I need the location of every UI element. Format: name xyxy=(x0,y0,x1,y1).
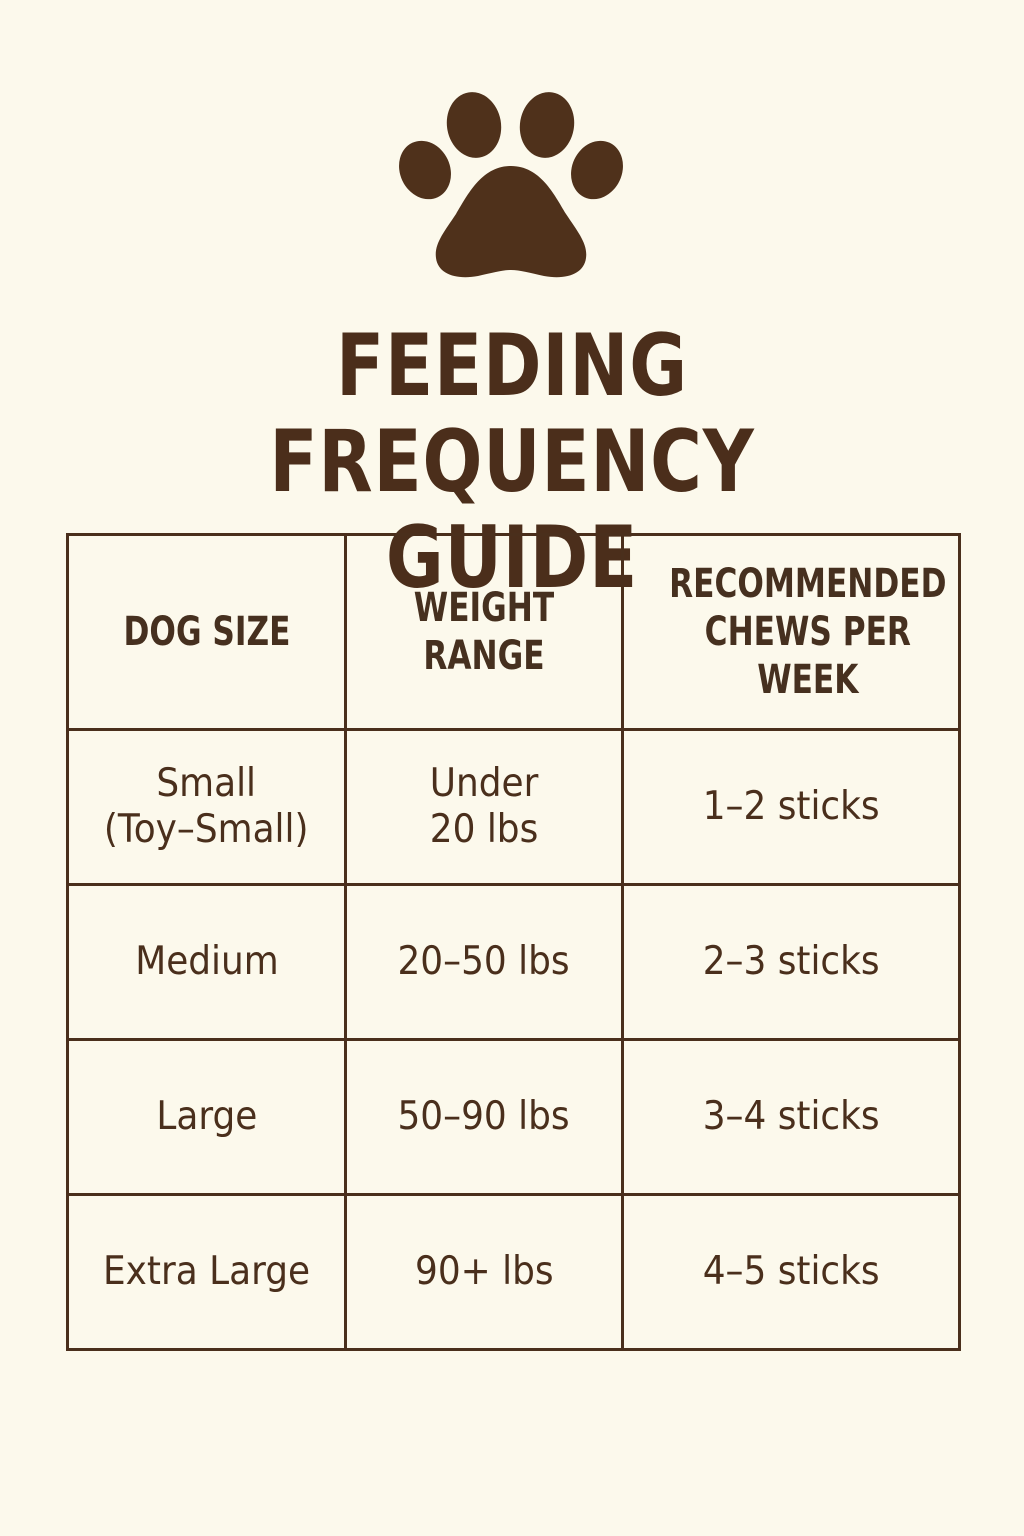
table-header-row: DOG SIZE WEIGHT RANGE RECOMMENDED CHEWS PE… xyxy=(66,533,961,731)
cell-chews-per-week: 2–3 sticks xyxy=(621,883,961,1041)
column-header-label: RECOMMENDED CHEWS PER WEEK xyxy=(669,561,947,703)
paw-print-icon xyxy=(399,92,623,278)
paw-toe-outer-right xyxy=(571,140,623,200)
table-row-medium: Medium 20–50 lbs 2–3 sticks xyxy=(66,883,961,1041)
table-row-extra-large: Extra Large 90+ lbs 4–5 sticks xyxy=(66,1193,961,1351)
table-row-large: Large 50–90 lbs 3–4 sticks xyxy=(66,1038,961,1196)
column-header-label: DOG SIZE xyxy=(123,609,290,655)
paw-toe-inner-right xyxy=(519,92,575,158)
paw-toe-outer-left xyxy=(399,140,451,200)
page-title-line-1: FEEDING FREQUENCY xyxy=(269,316,755,512)
table-header: DOG SIZE WEIGHT RANGE RECOMMENDED CHEWS PE… xyxy=(66,533,961,731)
column-header-dog-size: DOG SIZE xyxy=(66,533,347,731)
cell-chews-per-week: 1–2 sticks xyxy=(621,728,961,886)
feeding-frequency-table: DOG SIZE WEIGHT RANGE RECOMMENDED CHEWS PE… xyxy=(66,533,961,1351)
cell-chews-per-week: 4–5 sticks xyxy=(621,1193,961,1351)
column-header-recommended-chews: RECOMMENDED CHEWS PER WEEK xyxy=(621,533,961,731)
cell-dog-size: Extra Large xyxy=(66,1193,347,1351)
cell-weight-range: 20–50 lbs xyxy=(344,883,624,1041)
cell-dog-size: Large xyxy=(66,1038,347,1196)
table-row-small: Small (Toy–Small) Under 20 lbs 1–2 sticks xyxy=(66,728,961,886)
cell-dog-size: Medium xyxy=(66,883,347,1041)
cell-weight-range: 90+ lbs xyxy=(344,1193,624,1351)
column-header-label: WEIGHT RANGE xyxy=(413,585,555,679)
paw-toe-inner-left xyxy=(446,92,502,158)
column-header-weight-range: WEIGHT RANGE xyxy=(344,533,624,731)
table-body: Small (Toy–Small) Under 20 lbs 1–2 sticks … xyxy=(66,728,961,1351)
cell-weight-range: Under 20 lbs xyxy=(344,728,624,886)
paw-main-pad xyxy=(435,166,587,278)
cell-chews-per-week: 3–4 sticks xyxy=(621,1038,961,1196)
cell-dog-size: Small (Toy–Small) xyxy=(66,728,347,886)
cell-weight-range: 50–90 lbs xyxy=(344,1038,624,1196)
